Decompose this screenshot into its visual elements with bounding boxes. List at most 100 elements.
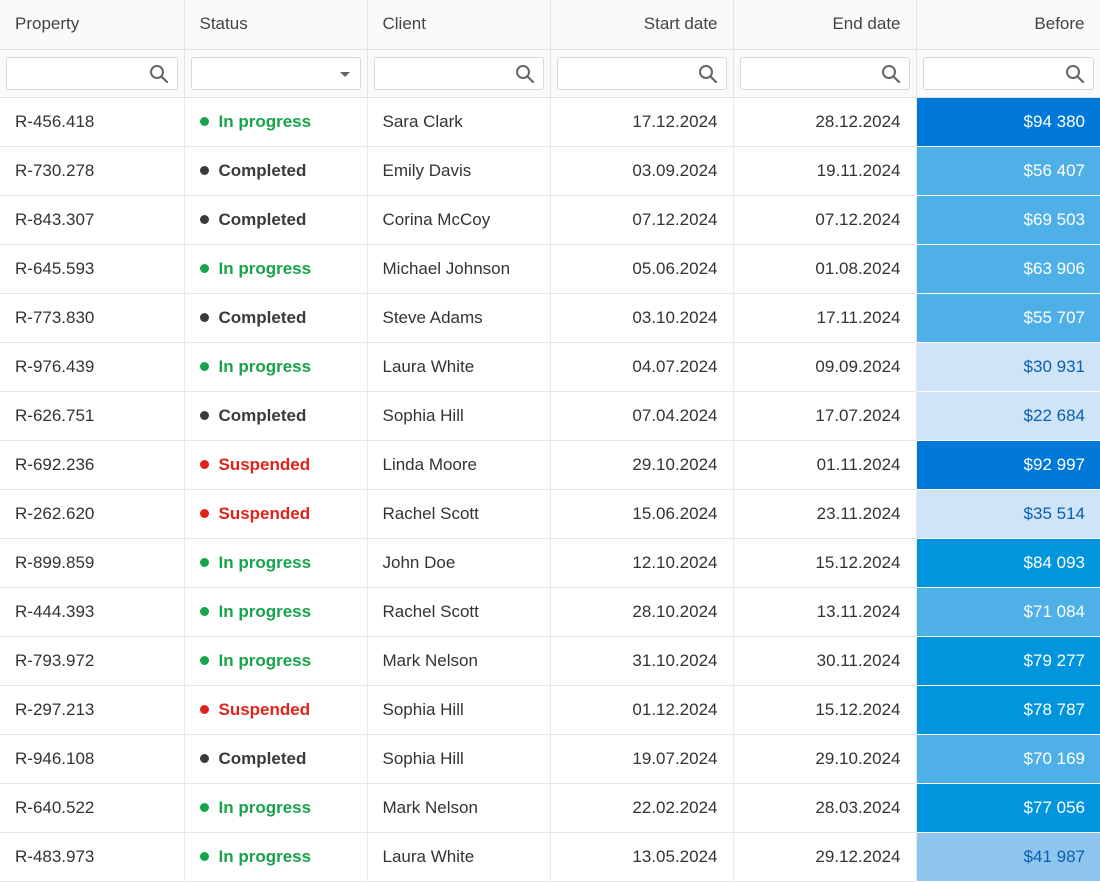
search-icon[interactable] (149, 64, 169, 84)
property-cell: R-640.522 (0, 783, 185, 833)
client-cell: Steve Adams (367, 293, 551, 343)
status-cell: Completed (184, 195, 368, 245)
end-date-cell: 01.08.2024 (733, 244, 917, 294)
before-filter-input[interactable] (923, 57, 1093, 89)
start-date-cell: 19.07.2024 (550, 734, 734, 784)
status-dot-icon (199, 606, 209, 616)
before-value-cell: $56 407 (916, 146, 1100, 196)
end-date-cell: 30.11.2024 (733, 636, 917, 686)
grid-body: R-456.418 In progress Sara Clark 17.12.2024… (0, 97, 1100, 882)
status-cell: Completed (184, 734, 368, 784)
end-date-cell: 19.11.2024 (733, 146, 917, 196)
start-date-cell: 28.10.2024 (550, 587, 734, 637)
end-date-cell: 01.11.2024 (733, 440, 917, 490)
status-cell: Completed (184, 146, 368, 196)
status-label: Completed (218, 209, 307, 229)
table-row[interactable]: R-645.593 In progress Michael Johnson 05.06… (0, 244, 1100, 294)
table-row[interactable]: R-262.620 Suspended Rachel Scott 15.06.2024… (0, 489, 1100, 539)
search-icon[interactable] (698, 64, 718, 84)
property-cell: R-297.213 (0, 685, 185, 735)
status-label: In progress (218, 650, 312, 670)
status-label: Suspended (218, 503, 311, 523)
client-cell: Emily Davis (367, 146, 551, 196)
before-filter (922, 56, 1094, 90)
table-row[interactable]: R-483.973 In progress Laura White 13.05.202… (0, 832, 1100, 882)
end-date-cell: 28.12.2024 (733, 97, 917, 147)
table-row[interactable]: R-640.522 In progress Mark Nelson 22.02.202… (0, 783, 1100, 833)
property-cell: R-262.620 (0, 489, 185, 539)
column-header-status[interactable]: Status (184, 0, 368, 50)
before-value-cell: $79 277 (916, 636, 1100, 686)
search-icon[interactable] (1065, 64, 1085, 84)
status-filter-value[interactable] (191, 57, 360, 89)
status-dot-icon (199, 508, 209, 518)
filter-cell-status (184, 49, 368, 98)
start-date-filter-input[interactable] (557, 57, 726, 89)
client-filter-input[interactable] (374, 57, 543, 89)
column-header-start-date[interactable]: Start date (550, 0, 734, 50)
status-label: In progress (218, 258, 312, 278)
table-row[interactable]: R-946.108 Completed Sophia Hill 19.07.2024 2… (0, 734, 1100, 784)
table-row[interactable]: R-456.418 In progress Sara Clark 17.12.2024… (0, 97, 1100, 147)
column-header-before[interactable]: Before (916, 0, 1100, 50)
table-row[interactable]: R-793.972 In progress Mark Nelson 31.10.202… (0, 636, 1100, 686)
property-cell: R-793.972 (0, 636, 185, 686)
client-cell: Rachel Scott (367, 587, 551, 637)
status-dot-icon (199, 704, 209, 714)
status-dot-icon (199, 753, 209, 763)
property-cell: R-692.236 (0, 440, 185, 490)
table-row[interactable]: R-730.278 Completed Emily Davis 03.09.2024 1… (0, 146, 1100, 196)
grid-header: Property Status Client Start date End da… (0, 0, 1100, 98)
table-row[interactable]: R-692.236 Suspended Linda Moore 29.10.2024 0… (0, 440, 1100, 490)
end-date-cell: 17.11.2024 (733, 293, 917, 343)
client-cell: Mark Nelson (367, 636, 551, 686)
status-label: Completed (218, 748, 307, 768)
status-label: In progress (218, 552, 312, 572)
client-cell: Laura White (367, 342, 551, 392)
start-date-cell: 04.07.2024 (550, 342, 734, 392)
client-cell: Sara Clark (367, 97, 551, 147)
before-value-cell: $30 931 (916, 342, 1100, 392)
status-cell: Completed (184, 391, 368, 441)
status-dot-icon (199, 655, 209, 665)
client-cell: John Doe (367, 538, 551, 588)
column-header-property[interactable]: Property (0, 0, 185, 50)
before-value-cell: $70 169 (916, 734, 1100, 784)
status-filter-select[interactable] (190, 56, 361, 90)
chevron-down-icon[interactable] (339, 71, 350, 77)
property-cell: R-444.393 (0, 587, 185, 637)
filter-cell-start-date (550, 49, 734, 98)
table-row[interactable]: R-899.859 In progress John Doe 12.10.2024 15… (0, 538, 1100, 588)
status-cell: In progress (184, 832, 368, 882)
before-value-cell: $71 084 (916, 587, 1100, 637)
end-date-filter-input[interactable] (740, 57, 909, 89)
table-row[interactable]: R-843.307 Completed Corina McCoy 07.12.2024… (0, 195, 1100, 245)
before-value-cell: $55 707 (916, 293, 1100, 343)
client-cell: Rachel Scott (367, 489, 551, 539)
start-date-cell: 07.04.2024 (550, 391, 734, 441)
before-value-cell: $78 787 (916, 685, 1100, 735)
property-filter-input[interactable] (7, 57, 177, 89)
search-icon[interactable] (881, 64, 901, 84)
before-value-cell: $41 987 (916, 832, 1100, 882)
before-value-cell: $84 093 (916, 538, 1100, 588)
property-cell: R-773.830 (0, 293, 185, 343)
start-date-cell: 31.10.2024 (550, 636, 734, 686)
table-row[interactable]: R-976.439 In progress Laura White 04.07.202… (0, 342, 1100, 392)
table-row[interactable]: R-626.751 Completed Sophia Hill 07.04.2024 1… (0, 391, 1100, 441)
table-row[interactable]: R-297.213 Suspended Sophia Hill 01.12.2024 1… (0, 685, 1100, 735)
status-dot-icon (199, 165, 209, 175)
start-date-cell: 01.12.2024 (550, 685, 734, 735)
property-cell: R-899.859 (0, 538, 185, 588)
column-header-client[interactable]: Client (367, 0, 551, 50)
client-cell: Laura White (367, 832, 551, 882)
table-row[interactable]: R-444.393 In progress Rachel Scott 28.10.20… (0, 587, 1100, 637)
status-cell: Suspended (184, 685, 368, 735)
client-cell: Linda Moore (367, 440, 551, 490)
start-date-cell: 07.12.2024 (550, 195, 734, 245)
column-header-end-date[interactable]: End date (733, 0, 917, 50)
table-row[interactable]: R-773.830 Completed Steve Adams 03.10.2024 1… (0, 293, 1100, 343)
property-cell: R-645.593 (0, 244, 185, 294)
filter-cell-client (367, 49, 551, 98)
search-icon[interactable] (515, 64, 535, 84)
